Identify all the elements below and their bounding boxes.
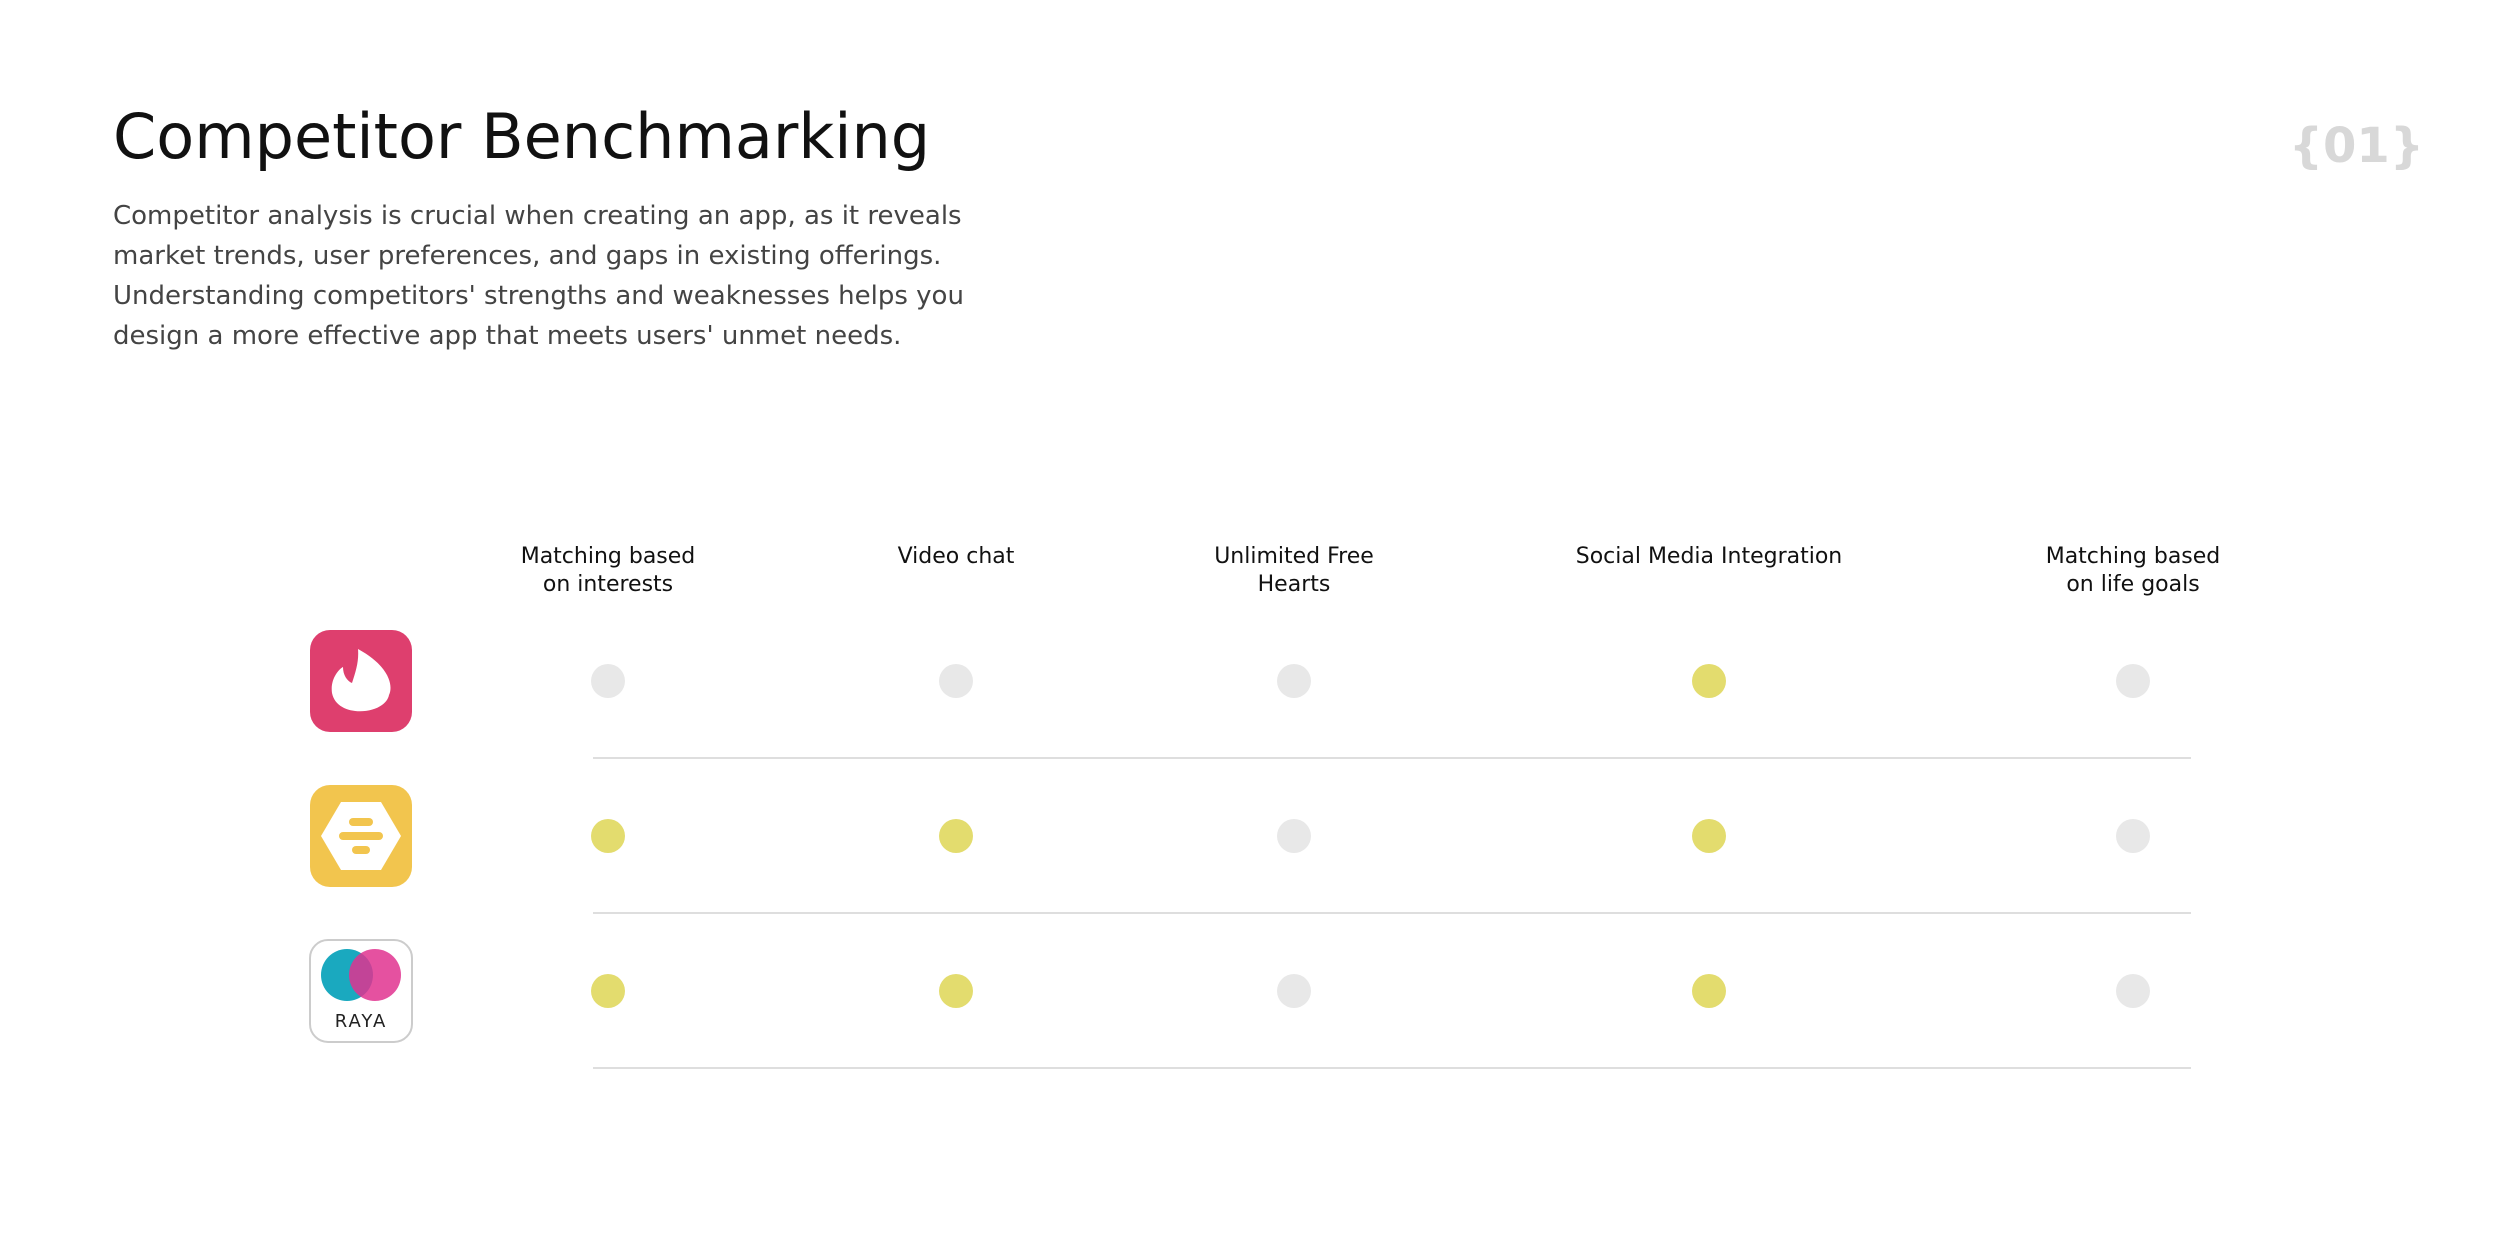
column-header: on life goals: [2066, 572, 2199, 597]
feature-dot: [1692, 819, 1726, 853]
feature-dot: [1277, 664, 1311, 698]
stripe: [339, 832, 383, 840]
feature-dot: [2116, 974, 2150, 1008]
column-header: Hearts: [1258, 572, 1331, 597]
feature-dot: [2116, 664, 2150, 698]
feature-dot: [591, 664, 625, 698]
description-line: design a more effective app that meets u…: [113, 321, 901, 351]
feature-dot: [1692, 664, 1726, 698]
feature-dot: [1277, 974, 1311, 1008]
icon-label: RAYA: [335, 1011, 388, 1032]
feature-dot: [939, 819, 973, 853]
column-header: Matching based: [2046, 544, 2221, 569]
description-line: market trends, user preferences, and gap…: [113, 241, 941, 271]
column-header: Video chat: [898, 544, 1015, 569]
page-number: {01}: [2289, 118, 2424, 174]
feature-dot: [591, 974, 625, 1008]
page-title: Competitor Benchmarking: [113, 100, 930, 173]
stripe: [349, 818, 373, 826]
column-header: on interests: [543, 572, 673, 597]
column-header: Unlimited Free: [1214, 544, 1374, 569]
stripe: [352, 846, 370, 854]
feature-dot: [1277, 819, 1311, 853]
description-line: Competitor analysis is crucial when crea…: [113, 201, 962, 231]
feature-dot: [591, 819, 625, 853]
feature-dot: [939, 664, 973, 698]
column-header: Social Media Integration: [1576, 544, 1843, 569]
feature-dot: [939, 974, 973, 1008]
flame: [331, 649, 391, 712]
column-header: Matching based: [521, 544, 696, 569]
circle-right: [349, 949, 401, 1001]
description-line: Understanding competitors' strengths and…: [113, 281, 964, 311]
feature-dot: [1692, 974, 1726, 1008]
feature-dot: [2116, 819, 2150, 853]
